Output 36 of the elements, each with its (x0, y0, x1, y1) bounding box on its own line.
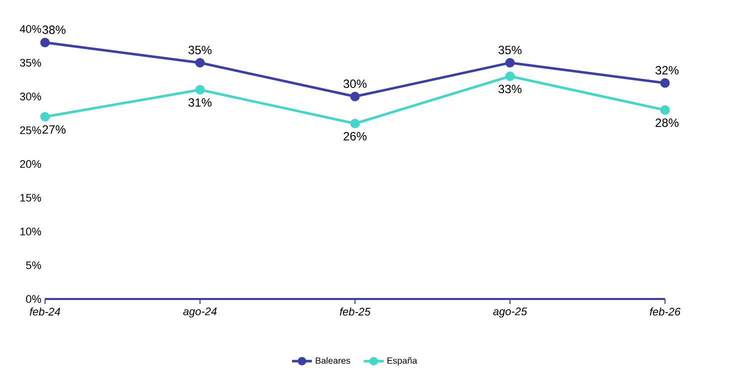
data-label: 38% (42, 26, 66, 34)
point (195, 85, 205, 94)
point (40, 112, 50, 122)
y-tick-label: 5% (26, 261, 42, 270)
x-tick-label: ago-24 (183, 308, 217, 318)
x-tick-label: feb-25 (340, 308, 371, 316)
x-tick-label: feb-26 (650, 308, 681, 316)
point (195, 58, 205, 68)
legend-label: Baleares (316, 357, 350, 364)
data-label: 35% (188, 46, 212, 54)
y-tick-label: 40% (20, 25, 42, 33)
y-tick-label: 0% (26, 295, 42, 303)
point (660, 78, 670, 88)
y-tick-label: 25% (20, 126, 42, 134)
data-label: 30% (343, 80, 367, 88)
data-label: 32% (655, 66, 679, 74)
data-label: 28% (656, 118, 679, 127)
point (350, 92, 360, 102)
point (505, 58, 515, 68)
data-label: 27% (42, 125, 66, 134)
y-tick-label: 35% (20, 58, 42, 67)
point (350, 118, 360, 128)
y-tick-label: 20% (20, 160, 42, 168)
x-tick-label: ago-25 (493, 308, 528, 318)
data-label: 35% (498, 46, 522, 54)
y-tick-label: 30% (20, 92, 42, 100)
point (40, 38, 50, 48)
point (660, 105, 670, 115)
data-label: 26% (344, 132, 367, 140)
point (505, 72, 515, 81)
y-tick-label: 15% (20, 194, 42, 202)
x-tick-label: feb-24 (30, 308, 60, 316)
y-tick-label: 10% (20, 228, 42, 236)
data-label: 33% (498, 84, 522, 94)
data-label: 31% (188, 98, 212, 107)
legend-label: España (388, 357, 418, 366)
